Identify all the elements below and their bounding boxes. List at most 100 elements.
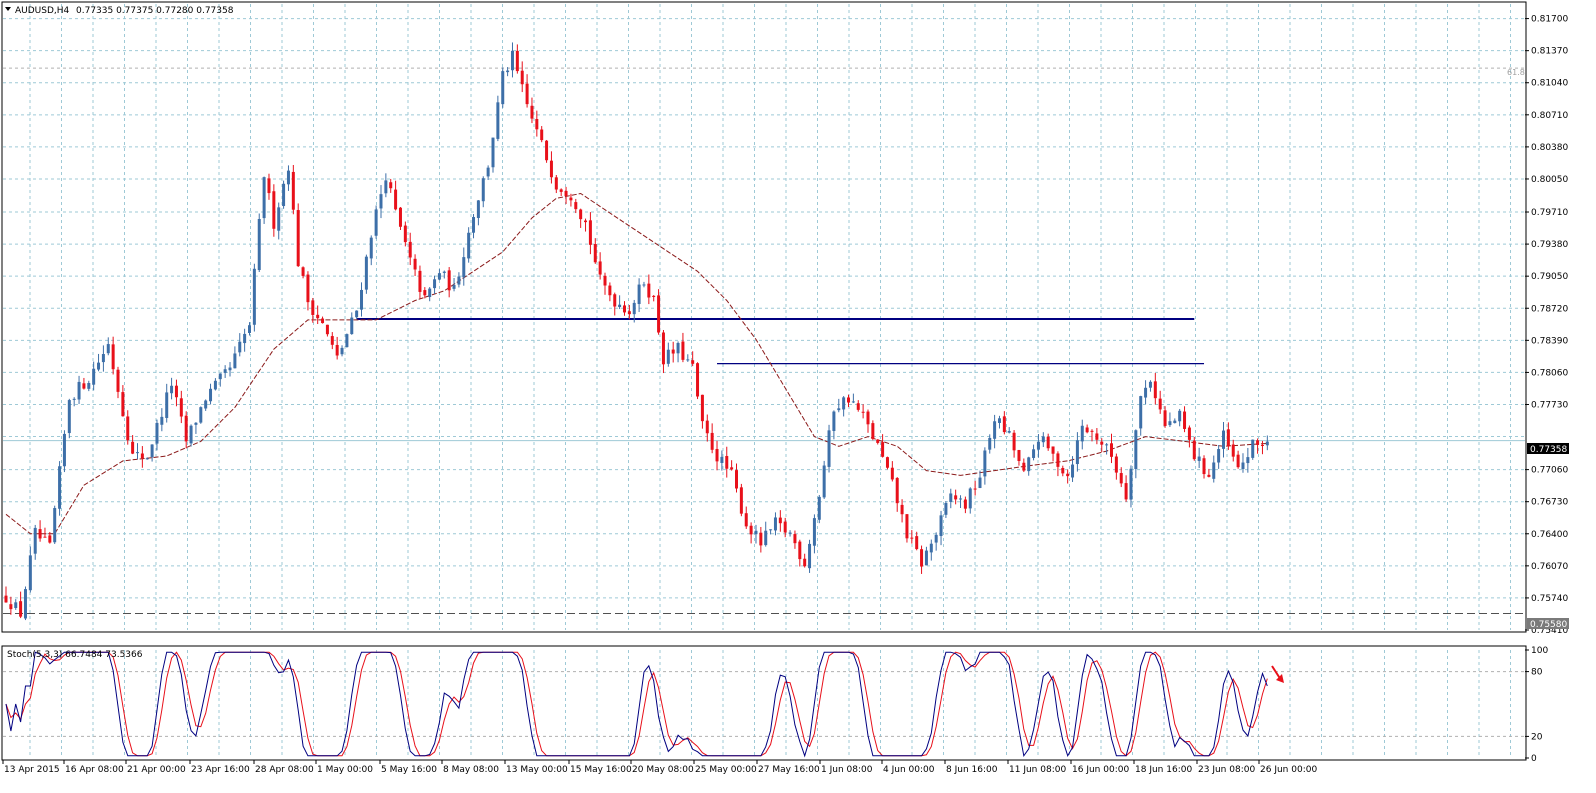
bull-candle <box>165 392 169 418</box>
bear-candle <box>272 191 276 229</box>
bull-candle <box>23 589 27 619</box>
time-tick-label: 23 Apr 16:00 <box>191 765 250 775</box>
bull-candle <box>822 465 826 498</box>
price-tick-label: 0.80710 <box>1531 111 1568 121</box>
time-tick-label: 15 May 16:00 <box>570 765 632 775</box>
price-tick-label: 0.78060 <box>1531 368 1568 378</box>
bear-candle <box>691 360 695 364</box>
bull-candle <box>462 257 466 278</box>
bull-candle <box>988 437 992 450</box>
fib-level-label: 61.8 <box>1507 68 1525 77</box>
bear-candle <box>895 477 899 504</box>
svg-text:0.75580: 0.75580 <box>1530 620 1567 630</box>
time-tick-label: 18 Jun 16:00 <box>1135 765 1192 775</box>
bear-candle <box>861 411 865 413</box>
bear-candle <box>306 274 310 303</box>
bull-candle <box>769 529 773 531</box>
bull-candle <box>632 302 636 315</box>
bull-candle <box>72 398 76 400</box>
grid <box>3 4 1525 758</box>
bear-candle <box>963 499 967 509</box>
time-tick-label: 20 May 08:00 <box>632 765 694 775</box>
bull-candle <box>754 530 758 535</box>
price-tick-label: 0.80380 <box>1531 143 1568 153</box>
time-tick-label: 16 Apr 08:00 <box>65 765 124 775</box>
time-tick-label: 21 Apr 00:00 <box>127 765 186 775</box>
price-tick-label: 0.78720 <box>1531 304 1568 314</box>
bear-candle <box>398 207 402 227</box>
horizontal-lines[interactable] <box>356 317 1205 365</box>
bear-candle <box>48 535 52 543</box>
bear-candle <box>1095 433 1099 440</box>
time-tick-label: 11 Jun 08:00 <box>1009 765 1066 775</box>
bull-candle <box>1222 430 1225 449</box>
bear-candle <box>759 532 763 546</box>
bull-candle <box>248 325 251 333</box>
bull-candle <box>1173 420 1177 424</box>
bull-candle <box>993 421 997 439</box>
bull-candle <box>1139 396 1143 429</box>
bear-candle <box>866 411 870 425</box>
bull-candle <box>808 543 812 569</box>
bull-candle <box>1168 421 1172 426</box>
bull-candle <box>92 368 96 385</box>
down-arrow-icon <box>1271 665 1284 683</box>
bull-candle <box>277 207 281 231</box>
bear-candle <box>744 513 748 527</box>
bear-candle <box>681 341 685 360</box>
bear-candle <box>608 285 612 296</box>
bear-candle <box>559 189 563 192</box>
time-tick-label: 13 Apr 2015 <box>4 765 60 775</box>
bull-candle <box>160 416 164 425</box>
bull-candle <box>14 602 18 609</box>
bear-candle <box>881 442 885 457</box>
bull-candle <box>1032 449 1036 458</box>
bull-candle <box>340 347 344 355</box>
bear-candle <box>871 423 875 439</box>
collapse-triangle-icon[interactable] <box>5 7 11 11</box>
bull-candle <box>817 496 821 520</box>
time-tick-label: 8 May 08:00 <box>443 765 499 775</box>
price-tick-label: 0.79710 <box>1531 208 1568 218</box>
bull-candle <box>204 400 208 409</box>
bull-candle <box>58 466 62 509</box>
bull-candle <box>486 167 490 177</box>
bear-candle <box>330 336 334 345</box>
bull-candle <box>1144 387 1148 398</box>
bear-candle <box>1187 427 1191 440</box>
bull-candle <box>384 180 388 194</box>
bear-candle <box>1051 446 1055 454</box>
bull-candle <box>764 530 768 546</box>
bull-candle <box>1036 441 1040 450</box>
time-tick-label: 23 Jun 08:00 <box>1198 765 1255 775</box>
bull-candle <box>1075 440 1079 465</box>
bull-candle <box>1027 457 1031 472</box>
bear-candle <box>301 267 305 276</box>
bull-candle <box>968 488 972 509</box>
bear-candle <box>564 190 568 197</box>
bear-candle <box>739 487 743 514</box>
bear-candle <box>1163 410 1167 426</box>
bear-candle <box>798 541 802 560</box>
price-tick-label: 0.78390 <box>1531 336 1568 346</box>
bull-candle <box>452 285 456 289</box>
bear-candle <box>1100 441 1104 445</box>
price-tick-label: 0.80050 <box>1531 175 1568 185</box>
bear-candle <box>321 318 325 324</box>
price-tick-label: 0.81040 <box>1531 79 1568 89</box>
current-price-marker: 0.77358 <box>1527 443 1569 455</box>
bull-candle <box>428 288 432 298</box>
bear-candle <box>179 398 183 417</box>
bear-candle <box>184 415 188 442</box>
bear-candle <box>725 455 729 469</box>
bear-candle <box>1153 381 1157 399</box>
bear-candle <box>1231 444 1235 457</box>
price-tick-label: 0.77730 <box>1531 400 1568 410</box>
bear-candle <box>1226 429 1230 447</box>
bear-candle <box>1124 483 1128 500</box>
bull-candle <box>228 367 232 371</box>
price-tick-label: 0.77060 <box>1531 466 1568 476</box>
bear-candle <box>569 197 573 201</box>
